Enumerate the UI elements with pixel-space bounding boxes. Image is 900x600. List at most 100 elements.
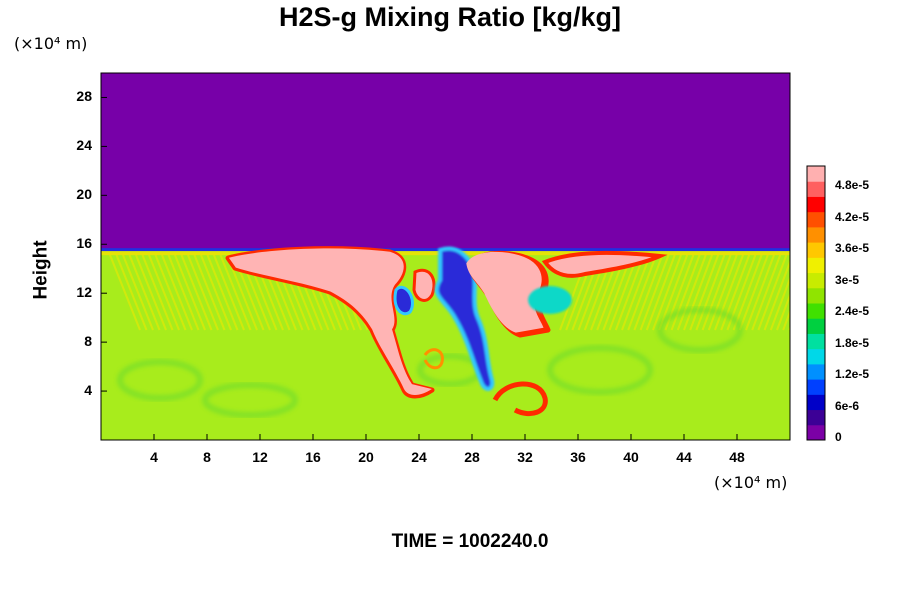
wave-stripe-left [154,254,187,331]
colorbar-tick-label: 3e-5 [835,272,860,287]
wave-stripe-left [109,254,141,331]
y-tick-label: 12 [76,284,92,301]
y-tick-label: 20 [76,186,92,203]
colorbar-swatch [807,181,825,197]
wave-stripe-right [732,254,763,331]
left-downdraft [393,286,414,316]
wave-stripe-right [627,254,658,331]
wave-stripe-right [757,254,788,331]
colorbar-swatch [807,363,825,380]
wave-stripe-left [180,254,213,331]
wave-stripe-right [608,254,639,331]
x-tick-label: 12 [252,449,268,465]
y-axis-unit: (×10⁴ m) [14,34,88,53]
wave-stripe-right [689,254,720,331]
colorbar-tick-label: 3.6e-5 [835,241,870,255]
x-tick-label: 8 [203,449,211,465]
wave-stripe-right [769,275,790,331]
right-plume [466,251,544,333]
swirl [547,345,653,395]
colorbar-swatch [807,287,825,304]
colorbar-swatch [807,242,825,258]
wave-stripe-right [683,254,713,331]
wave-stripe-right [782,308,790,331]
left-blob [412,268,436,302]
colorbar-tick-label: 0 [835,430,842,444]
colorbar-swatch [807,272,825,289]
x-tick-label: 48 [729,449,745,465]
wave-stripe-left [122,254,154,331]
x-tick-label: 40 [623,449,639,465]
x-tick-label: 32 [517,449,533,465]
wave-stripe-left [128,254,161,331]
cyan-patch [528,286,572,314]
colorbar-tick-label: 4.2e-5 [835,209,870,224]
structures [109,246,790,418]
colorbar-swatch [807,409,825,426]
wave-stripe-right [670,254,701,331]
lower-swirl [492,381,548,416]
colorbar-swatch [807,318,825,334]
wave-stripe-right [745,254,775,331]
x-tick-label: 16 [305,449,321,465]
wave-stripe-left [206,254,239,331]
wave-stripe-left [161,254,193,331]
wave-stripe-right [707,254,738,331]
x-tick-label: 20 [358,449,374,465]
left-plume [228,248,432,396]
colorbar-swatch [807,166,825,182]
wave-stripe-left [167,254,200,331]
right-anvil [541,250,668,278]
colorbar-swatch [807,257,825,274]
small-swirl [423,348,444,370]
x-tick-label: 4 [150,449,158,465]
colorbar-swatch [807,394,825,411]
wave-stripe-left [135,254,167,331]
colorbar-swatch [807,211,825,228]
y-tick-label: 24 [76,137,92,154]
time-label: TIME = 1002240.0 [391,531,549,552]
wave-stripe-right [633,254,664,331]
wave-stripe-right [763,259,790,331]
colorbar-swatch [807,303,825,319]
wave-stripe-right [738,254,769,331]
colorbar-swatch [807,196,825,213]
y-tick-label: 16 [76,235,92,252]
wave-stripe-right [621,254,651,331]
colorbar-tick-label: 6e-6 [835,398,860,413]
colorbar-tick-label: 2.4e-5 [835,304,870,318]
wave-stripe-left [141,254,174,331]
x-tick-label: 36 [570,449,586,465]
y-tick-label: 28 [76,88,92,105]
y-tick-label: 8 [84,333,92,350]
colorbar-frame [806,165,826,441]
colorbar-swatch [807,226,825,243]
colorbar-tick-label: 1.8e-5 [835,335,870,350]
colorbar-swatch [807,348,825,365]
colorbar-swatch [807,424,825,441]
swirl [117,359,203,401]
wave-stripe-right [714,254,744,331]
wave-stripe-right [645,254,676,331]
x-tick-label: 28 [464,449,480,465]
wave-stripe-right [701,254,732,331]
wave-stripe-right [751,254,782,331]
swirl [202,382,298,418]
colorbar-swatch [807,379,825,395]
wave-stripe-right [639,254,670,331]
wave-stripe-right [652,254,682,331]
wave-stripe-left [200,254,232,331]
wave-stripe-left [174,254,206,331]
plot-frame [100,72,791,441]
colorbar-tick-label: 4.8e-5 [835,178,870,192]
x-tick-label: 24 [411,449,427,465]
wave-stripe-left [219,254,252,331]
x-tick-label: 44 [676,449,692,465]
wave-stripe-left [115,254,148,331]
wave-stripe-left [213,254,245,331]
colorbar-tick-label: 1.2e-5 [835,367,870,381]
wave-stripe-right [614,254,645,331]
x-axis-unit: (×10⁴ m) [714,473,788,492]
wave-stripe-right [776,292,790,331]
